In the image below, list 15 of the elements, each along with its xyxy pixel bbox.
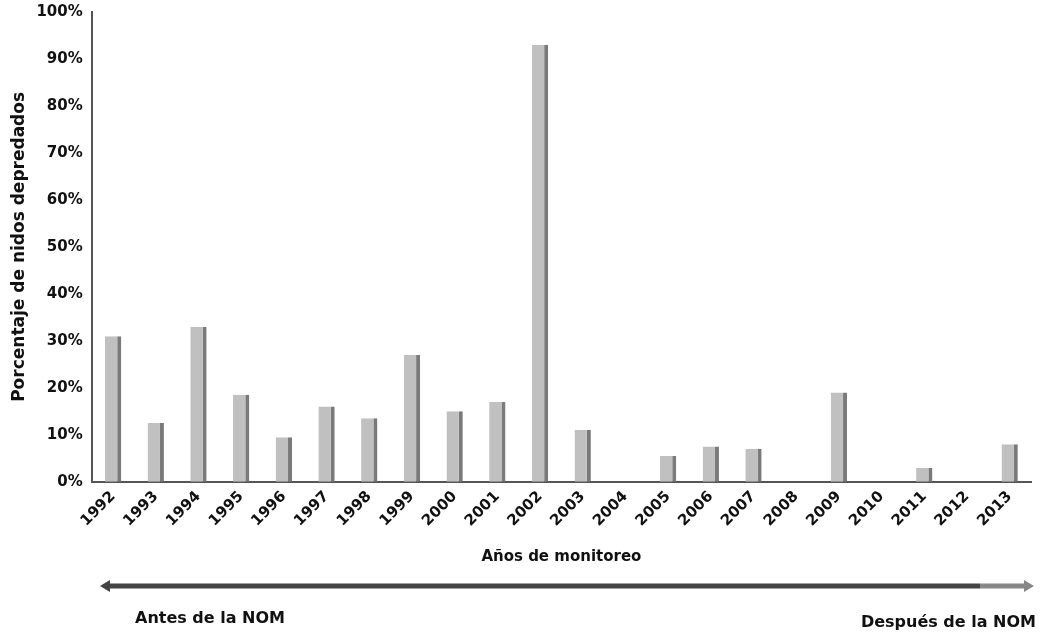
y-tick-label: 80% (46, 95, 83, 114)
y-tick-label: 100% (36, 1, 83, 20)
text: Antes de la NOM (135, 608, 286, 627)
y-axis-title: Porcentaje de nidos depredados (7, 91, 28, 402)
y-tick-label: 30% (46, 330, 83, 349)
y-tick-label: 90% (46, 48, 83, 67)
text: Después de la NOM (860, 612, 1036, 631)
y-tick-label: 10% (46, 424, 83, 443)
y-tick-label: 60% (46, 189, 83, 208)
y-tick-label: 70% (46, 142, 83, 161)
y-tick-label: 20% (46, 377, 83, 396)
y-tick-label: 0% (57, 471, 83, 490)
y-tick-label: 40% (46, 283, 83, 302)
y-tick-label: 50% (46, 236, 83, 255)
x-axis-title: Años de monitoreo (481, 546, 642, 565)
